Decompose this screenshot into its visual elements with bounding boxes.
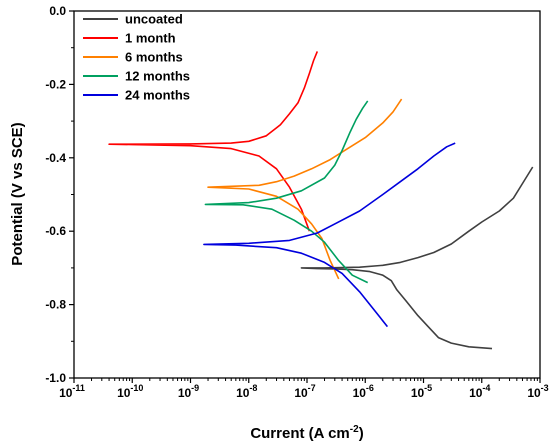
x-axis-ticks: 10-11 10-10 10-9 10-8 10-7 10-6 10-5 10-4 10-3	[59, 378, 549, 400]
x-tick-label-5: 10-6	[353, 383, 374, 400]
series-layer	[108, 51, 534, 350]
series-line-3	[204, 100, 369, 284]
x-axis-title-base: Current (A cm	[250, 425, 349, 442]
series-line-0	[300, 166, 534, 350]
x-axis-title-superscript: -2	[350, 424, 359, 435]
x-tick-label-1: 10-10	[117, 383, 143, 400]
y-tick-label-0: -1.0	[45, 371, 66, 385]
y-tick-label-3: -0.4	[45, 151, 66, 165]
legend-label-0: uncoated	[125, 12, 183, 27]
y-tick-label-5: 0.0	[49, 4, 66, 18]
legend-label-2: 6 months	[125, 50, 183, 65]
x-tick-label-8: 10-3	[527, 383, 548, 400]
y-tick-label-4: -0.2	[45, 77, 66, 91]
x-tick-label-3: 10-8	[236, 383, 257, 400]
legend-label-3: 12 months	[125, 69, 190, 84]
plot-frame	[73, 10, 541, 379]
legend-label-1: 1 month	[125, 31, 176, 46]
y-tick-label-2: -0.6	[45, 224, 66, 238]
series-line-2	[207, 98, 403, 280]
x-tick-label-2: 10-9	[178, 383, 199, 400]
series-line-4	[203, 142, 456, 328]
legend-label-4: 24 months	[125, 88, 190, 103]
y-tick-label-1: -0.8	[45, 298, 66, 312]
y-axis-ticks: -1.0 -0.8 -0.6 -0.4 -0.2 0.0	[45, 4, 74, 385]
x-tick-label-0: 10-11	[59, 383, 85, 400]
series-line-1	[108, 51, 319, 232]
x-tick-label-6: 10-5	[411, 383, 432, 400]
legend: uncoated 1 month 6 months 12 months 24 month…	[83, 12, 190, 103]
x-tick-label-7: 10-4	[469, 383, 490, 400]
y-axis-title: Potential (V vs SCE)	[9, 122, 26, 265]
x-tick-label-4: 10-7	[294, 383, 315, 400]
x-axis-title: Current (A cm-2)	[250, 424, 363, 442]
